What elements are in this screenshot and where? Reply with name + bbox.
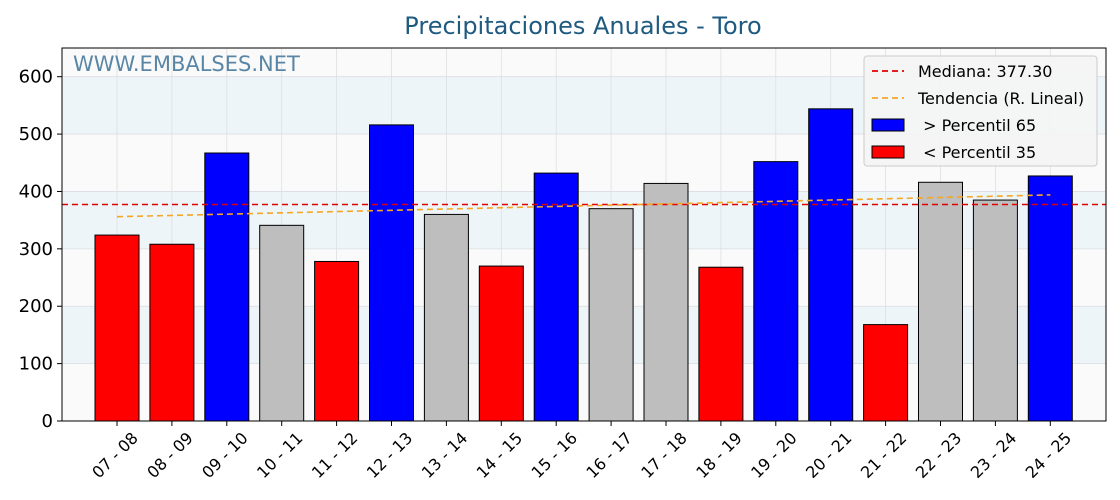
x-tick-label: 17 - 18 <box>637 428 691 482</box>
x-tick-label: 13 - 14 <box>418 428 472 482</box>
bar-24-25 <box>1027 175 1073 422</box>
bar-08-09 <box>149 243 195 422</box>
bar-13-14 <box>423 213 469 422</box>
legend-box <box>863 55 1098 167</box>
x-tick-label: 08 - 09 <box>143 428 197 482</box>
y-tick-label: 300 <box>19 239 53 260</box>
x-tick-label: 22 - 23 <box>912 428 966 482</box>
legend-label-trend: Tendencia (R. Lineal) <box>917 89 1084 108</box>
y-tick-label: 200 <box>19 296 53 317</box>
bar-18-19 <box>698 266 744 422</box>
x-tick-label: 07 - 08 <box>88 428 142 482</box>
legend-swatch-high <box>871 118 905 132</box>
legend: Mediana: 377.30 Tendencia (R. Lineal) > P… <box>863 55 1098 167</box>
x-tick-label: 15 - 16 <box>528 428 582 482</box>
bar-15-16 <box>533 172 579 422</box>
bar-10-11 <box>259 224 305 422</box>
x-tick-label: 18 - 19 <box>692 428 746 482</box>
x-tick-label: 24 - 25 <box>1022 428 1076 482</box>
x-tick-label: 16 - 17 <box>582 428 636 482</box>
x-tick-label: 11 - 12 <box>308 428 362 482</box>
bar-14-15 <box>478 265 524 422</box>
y-tick-label: 400 <box>19 181 53 202</box>
watermark: WWW.EMBALSES.NET <box>73 52 300 76</box>
x-tick-label: 12 - 13 <box>363 428 417 482</box>
plot-frame <box>61 47 1107 422</box>
y-axis-ticks: 0 100 200 300 400 500 600 <box>19 67 62 432</box>
bar-09-10 <box>204 152 250 422</box>
legend-swatch-low <box>871 145 905 159</box>
bar-07-08 <box>94 234 140 422</box>
legend-label-low: < Percentil 35 <box>918 143 1036 162</box>
x-tick-label: 21 - 22 <box>857 428 911 482</box>
x-tick-label: 19 - 20 <box>747 428 801 482</box>
y-tick-label: 100 <box>19 354 53 375</box>
y-tick-label: 500 <box>19 124 53 145</box>
x-axis-ticks: 07 - 08 08 - 09 09 - 10 10 - 11 11 - 12 12 - … <box>88 421 1075 482</box>
bar-22-23 <box>918 181 963 422</box>
x-tick-label: 10 - 11 <box>253 428 307 482</box>
bars <box>94 108 1073 422</box>
chart-title: Precipitaciones Anuales - Toro <box>404 12 761 40</box>
reference-lines <box>62 194 1106 218</box>
bar-21-22 <box>863 324 909 422</box>
y-tick-label: 0 <box>42 411 53 432</box>
bar-20-21 <box>808 108 854 422</box>
bar-17-18 <box>643 182 689 422</box>
y-tick-label: 600 <box>19 67 53 88</box>
x-tick-label: 09 - 10 <box>198 428 252 482</box>
legend-label-median: Mediana: 377.30 <box>918 62 1052 81</box>
bar-11-12 <box>314 260 360 422</box>
legend-label-high: > Percentil 65 <box>918 116 1036 135</box>
trend-line <box>116 194 1051 218</box>
x-tick-label: 23 - 24 <box>967 428 1021 482</box>
x-tick-label: 20 - 21 <box>802 428 856 482</box>
bar-16-17 <box>588 208 634 422</box>
bar-12-13 <box>369 124 414 422</box>
x-tick-label: 14 - 15 <box>473 428 527 482</box>
bar-23-24 <box>972 199 1018 422</box>
